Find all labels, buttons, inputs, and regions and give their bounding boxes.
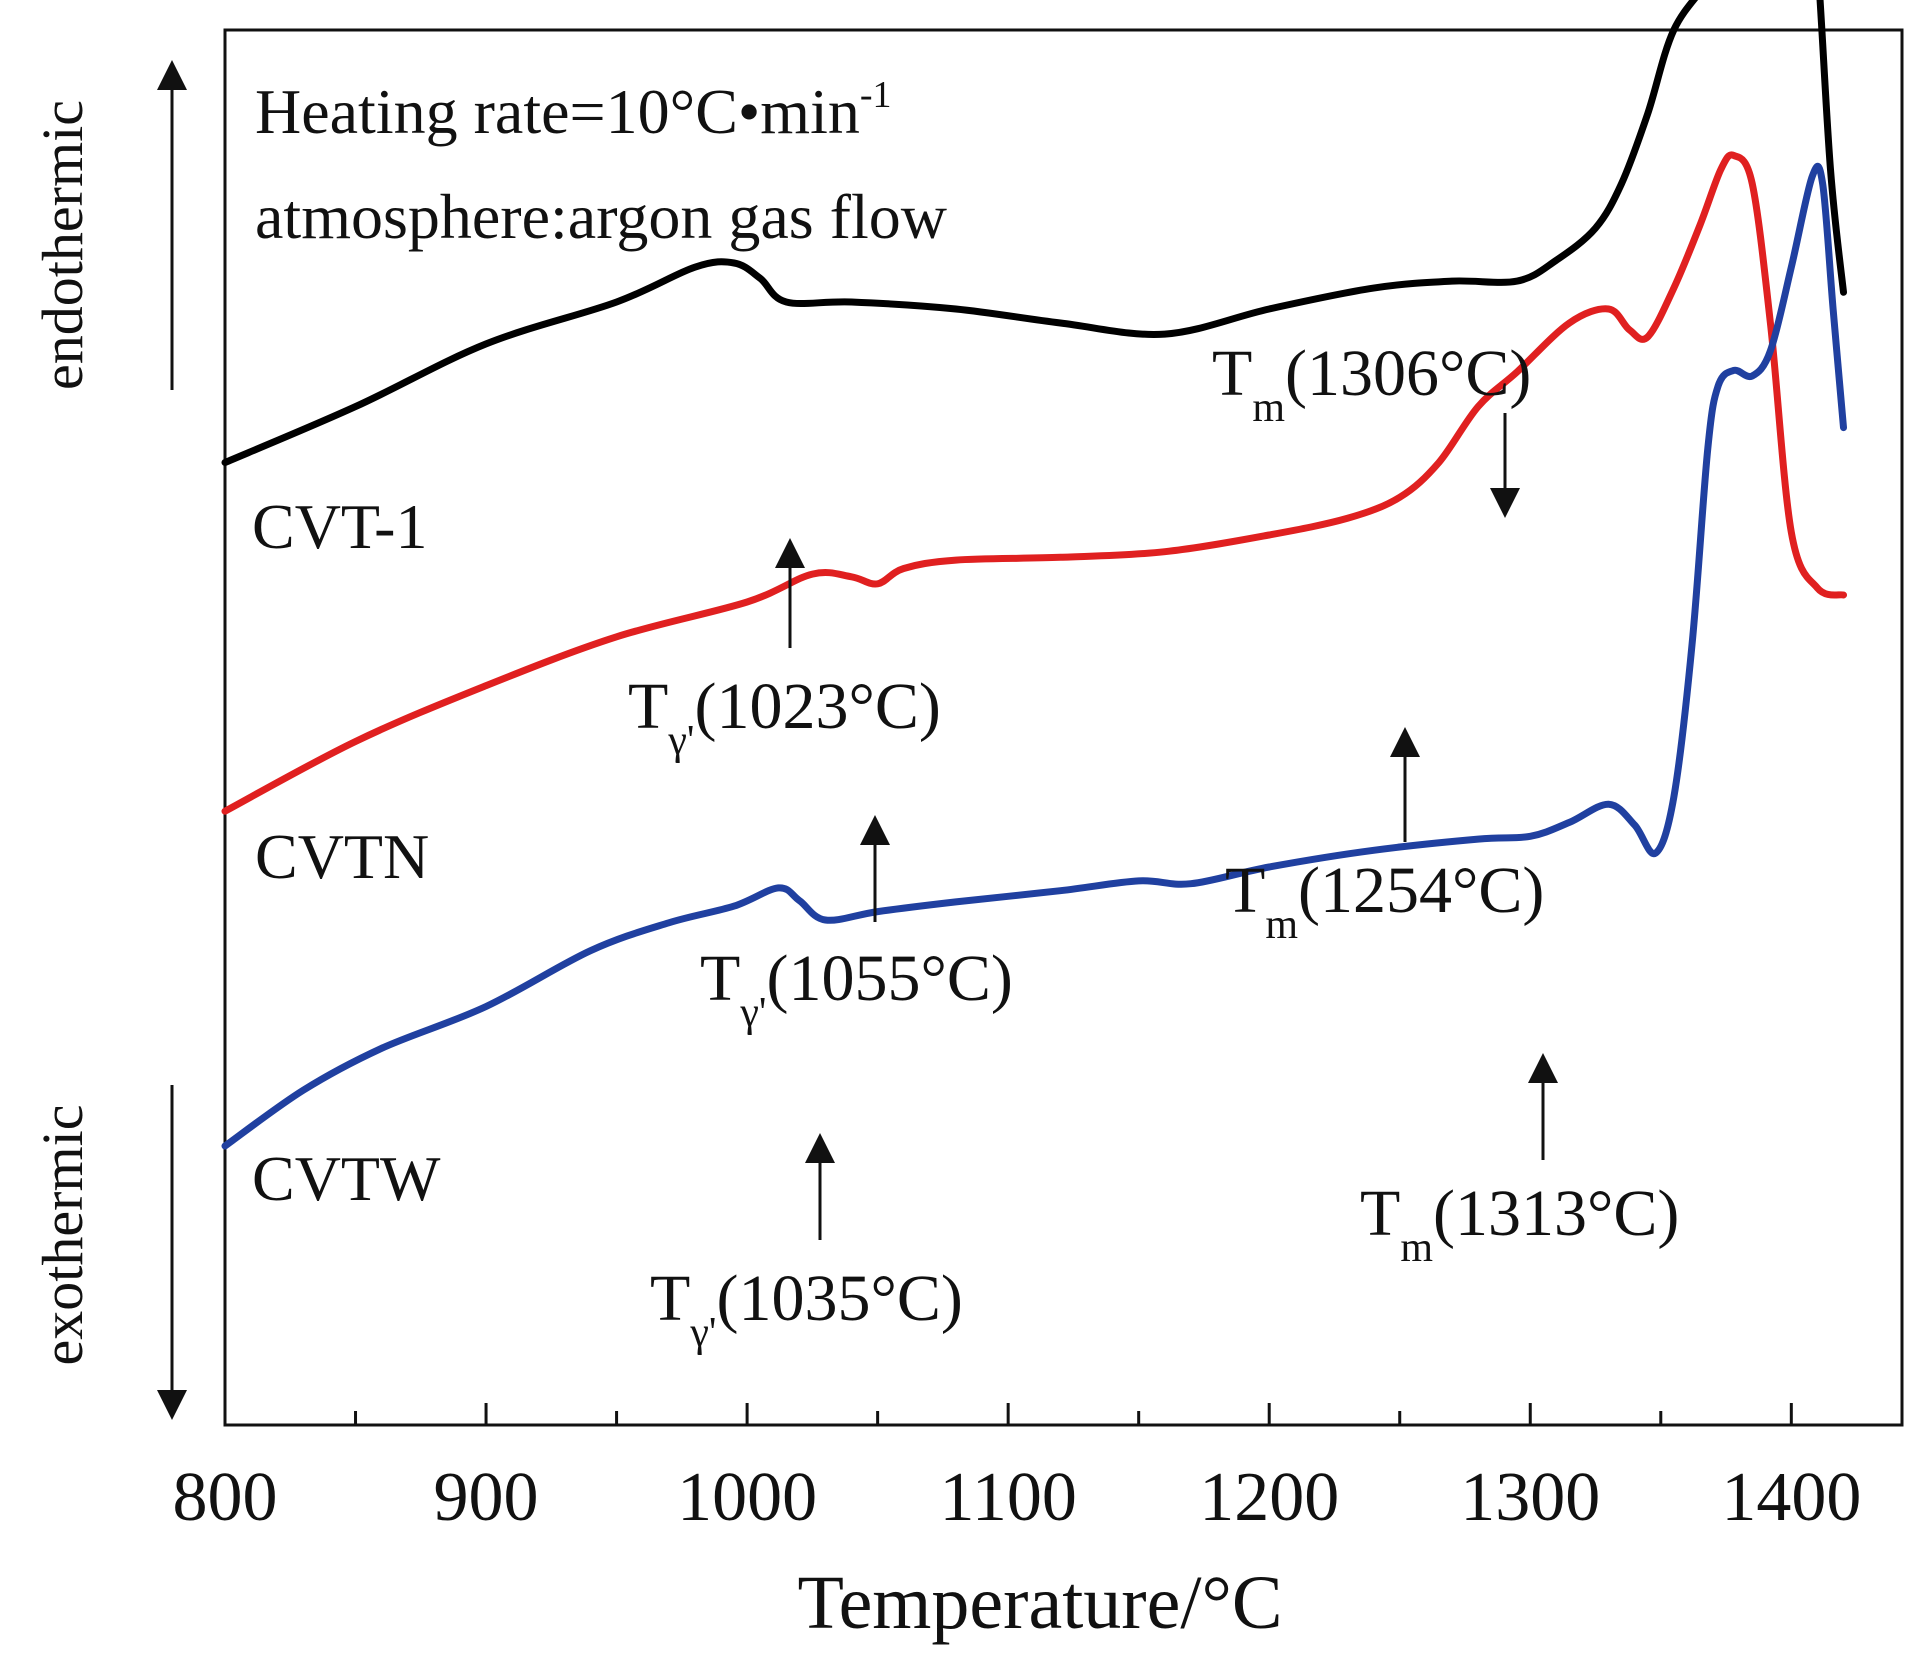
heating-rate-superscript: -1 [860,74,892,116]
annotation-cvt1-tm-symbol: T [1212,337,1252,410]
annotation-cvtw-tgamma-label: Tγ'(1035°C) [650,1262,963,1356]
x-tick-label-1300: 1300 [1460,1459,1600,1536]
annotation-cvtn-tm-value: (1254°C) [1298,854,1544,927]
annotation-cvtw-tm-subscript: m [1400,1225,1433,1271]
annotation-cvtn-tgamma-subscript: γ' [739,990,766,1036]
x-tick-label-1100: 1100 [939,1459,1076,1536]
annotation-cvt1-tgamma-label: Tγ'(1023°C) [628,670,941,764]
annotation-cvt1-tgamma-subscript: γ' [667,718,694,764]
heating-rate-note: Heating rate=10°C•min-1 [255,74,892,147]
annotation-cvtn-tm-subscript: m [1265,902,1298,948]
curve-cvt-1 [221,0,1847,466]
annotation-cvtw-tgamma-subscript: γ' [689,1310,716,1356]
annotation-cvtw-tgamma-value: (1035°C) [716,1262,962,1335]
series-label-cvt1: CVT-1 [252,491,427,562]
annotation-cvtn-tgamma-label: Tγ'(1055°C) [700,942,1013,1036]
x-tick-label-1400: 1400 [1721,1459,1861,1536]
annotation-cvt1-tm: Tm(1306°C) [1212,337,1531,518]
annotation-cvtw-tgamma: Tγ'(1035°C) [650,1133,963,1356]
curve-cvtw [221,162,1847,1150]
annotation-cvtn-tgamma-value: (1055°C) [766,942,1012,1015]
annotation-cvtn-tgamma-symbol: T [700,942,740,1015]
x-axis-title: Temperature/°C [797,1561,1282,1645]
exothermic-label: exothermic [30,1105,95,1366]
atmosphere-note: atmosphere:argon gas flow [255,181,947,252]
x-tick-label-1000: 1000 [677,1459,817,1536]
annotation-cvtw-tm: Tm(1313°C) [1360,1053,1679,1271]
annotation-cvtn-tm: Tm(1254°C) [1225,727,1544,948]
annotation-cvtn-tm-symbol: T [1225,854,1265,927]
annotation-cvt1-tgamma: Tγ'(1023°C) [628,538,941,764]
annotation-cvtw-tm-symbol: T [1360,1177,1400,1250]
annotation-cvt1-tgamma-value: (1023°C) [694,670,940,743]
x-axis-ticks: 800 900 1000 1100 1200 1300 1400 [173,1403,1861,1536]
annotation-cvtw-tgamma-symbol: T [650,1262,690,1335]
annotation-cvtw-tm-value: (1313°C) [1433,1177,1679,1250]
annotation-cvt1-tm-label: Tm(1306°C) [1212,337,1531,431]
x-tick-label-800: 800 [173,1459,278,1536]
plot-frame [223,28,1904,1427]
curve-cvtn [221,151,1847,815]
x-tick-label-900: 900 [434,1459,539,1536]
heating-rate-text: Heating rate=10°C•min [255,76,860,147]
series-label-cvtn: CVTN [255,821,429,892]
annotation-cvt1-tm-value: (1306°C) [1285,337,1531,410]
annotation-cvtw-tm-label: Tm(1313°C) [1360,1177,1679,1271]
exothermic-indicator: exothermic [30,1085,187,1420]
annotation-cvt1-tm-subscript: m [1252,385,1285,431]
endothermic-indicator: endothermic [30,60,187,390]
annotation-cvt1-tgamma-symbol: T [628,670,668,743]
endothermic-label: endothermic [30,100,95,390]
x-tick-label-1200: 1200 [1199,1459,1339,1536]
series-label-cvtw: CVTW [252,1143,441,1214]
annotation-cvtn-tgamma: Tγ'(1055°C) [700,815,1013,1036]
annotation-cvtn-tm-label: Tm(1254°C) [1225,854,1544,948]
